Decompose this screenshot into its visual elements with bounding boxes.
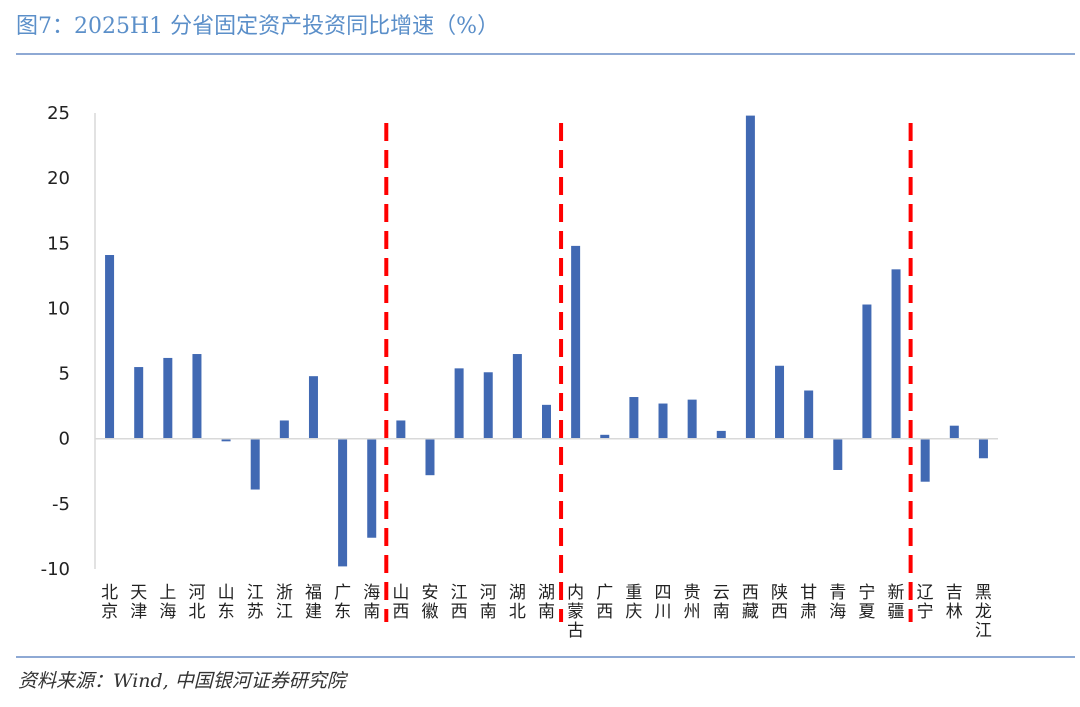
x-tick-label: 河南 (480, 583, 497, 622)
bar-宁夏 (862, 304, 872, 439)
x-tick-label: 江苏 (247, 583, 264, 622)
bar-北京 (105, 255, 115, 439)
y-tick-label: 0 (59, 429, 70, 450)
x-tick-label: 北京 (101, 583, 118, 622)
x-tick-label: 天津 (130, 583, 147, 622)
bar-青海 (833, 438, 843, 470)
bar-贵州 (687, 399, 697, 439)
bar-湖北 (512, 354, 522, 439)
x-tick-label: 陕西 (771, 583, 788, 622)
footer-rule (16, 656, 1075, 658)
y-tick-label: 25 (47, 103, 70, 124)
bar-四川 (658, 403, 668, 439)
x-tick-label: 内蒙古 (567, 583, 584, 641)
bar-西藏 (745, 115, 755, 439)
bar-河南 (483, 372, 493, 439)
bar-云南 (716, 430, 726, 439)
x-tick-label: 福建 (305, 583, 322, 622)
x-tick-label: 甘肃 (800, 583, 817, 622)
x-tick-label: 河北 (188, 583, 205, 622)
y-tick-label: 5 (59, 364, 70, 385)
x-tick-label: 吉林 (946, 583, 963, 622)
x-tick-label: 广西 (596, 583, 613, 622)
x-tick-label: 浙江 (276, 583, 293, 622)
x-tick-label: 四川 (655, 583, 672, 622)
x-tick-label: 新疆 (888, 583, 905, 622)
x-tick-label: 海南 (363, 583, 380, 622)
bar-广东 (338, 438, 348, 567)
source-note: 资料来源：Wind, 中国银河证券研究院 (18, 670, 346, 692)
x-tick-label: 贵州 (684, 583, 701, 622)
bar-chart: 25 20 15 10 5 0 -5 -10 北京天津上海河北山东江苏浙江福建广东海南山西安徽江… (41, 103, 998, 641)
bar-江苏 (250, 438, 260, 490)
bar-新疆 (891, 269, 901, 439)
x-tick-label: 宁夏 (858, 583, 875, 622)
bar-重庆 (629, 397, 639, 439)
chart-title: 图7：2025H1 分省固定资产投资同比增速（%） (16, 14, 500, 39)
bar-湖南 (542, 404, 551, 439)
x-tick-label: 山东 (218, 583, 235, 622)
x-tick-label: 湖北 (509, 583, 526, 622)
bar-山西 (396, 420, 406, 439)
x-tick-label: 安徽 (421, 583, 438, 622)
title-rule (16, 53, 1075, 55)
x-tick-label: 重庆 (625, 583, 642, 622)
y-tick-label: 20 (47, 168, 70, 189)
y-tick-label: 10 (47, 298, 70, 319)
bar-天津 (134, 367, 144, 439)
y-tick-label: 15 (47, 233, 70, 254)
x-tick-label: 湖南 (538, 583, 555, 622)
bar-河北 (192, 354, 202, 439)
bar-内蒙古 (571, 245, 581, 439)
bar-福建 (308, 376, 318, 439)
x-tick-label: 山西 (392, 583, 409, 622)
x-tick-label: 广东 (334, 583, 351, 622)
bar-广西 (600, 434, 610, 439)
y-tick-label: -10 (41, 559, 70, 580)
x-tick-label: 辽宁 (917, 583, 934, 622)
x-tick-label: 上海 (159, 583, 176, 622)
bar-海南 (367, 438, 377, 538)
bar-江西 (454, 368, 464, 439)
bar-吉林 (949, 425, 959, 439)
bar-辽宁 (920, 438, 930, 482)
bar-黑龙江 (978, 438, 988, 459)
bar-上海 (163, 357, 173, 439)
x-tick-label: 江西 (451, 583, 468, 622)
bar-甘肃 (804, 390, 814, 439)
x-tick-label: 黑龙江 (975, 583, 992, 641)
bar-山东 (221, 438, 231, 442)
bar-安徽 (425, 438, 435, 476)
x-tick-label: 西藏 (742, 583, 759, 622)
y-tick-label: -5 (52, 494, 70, 515)
bar-浙江 (279, 420, 289, 439)
x-tick-label: 云南 (713, 583, 730, 622)
bar-陕西 (775, 365, 785, 439)
x-tick-label: 青海 (829, 583, 846, 622)
